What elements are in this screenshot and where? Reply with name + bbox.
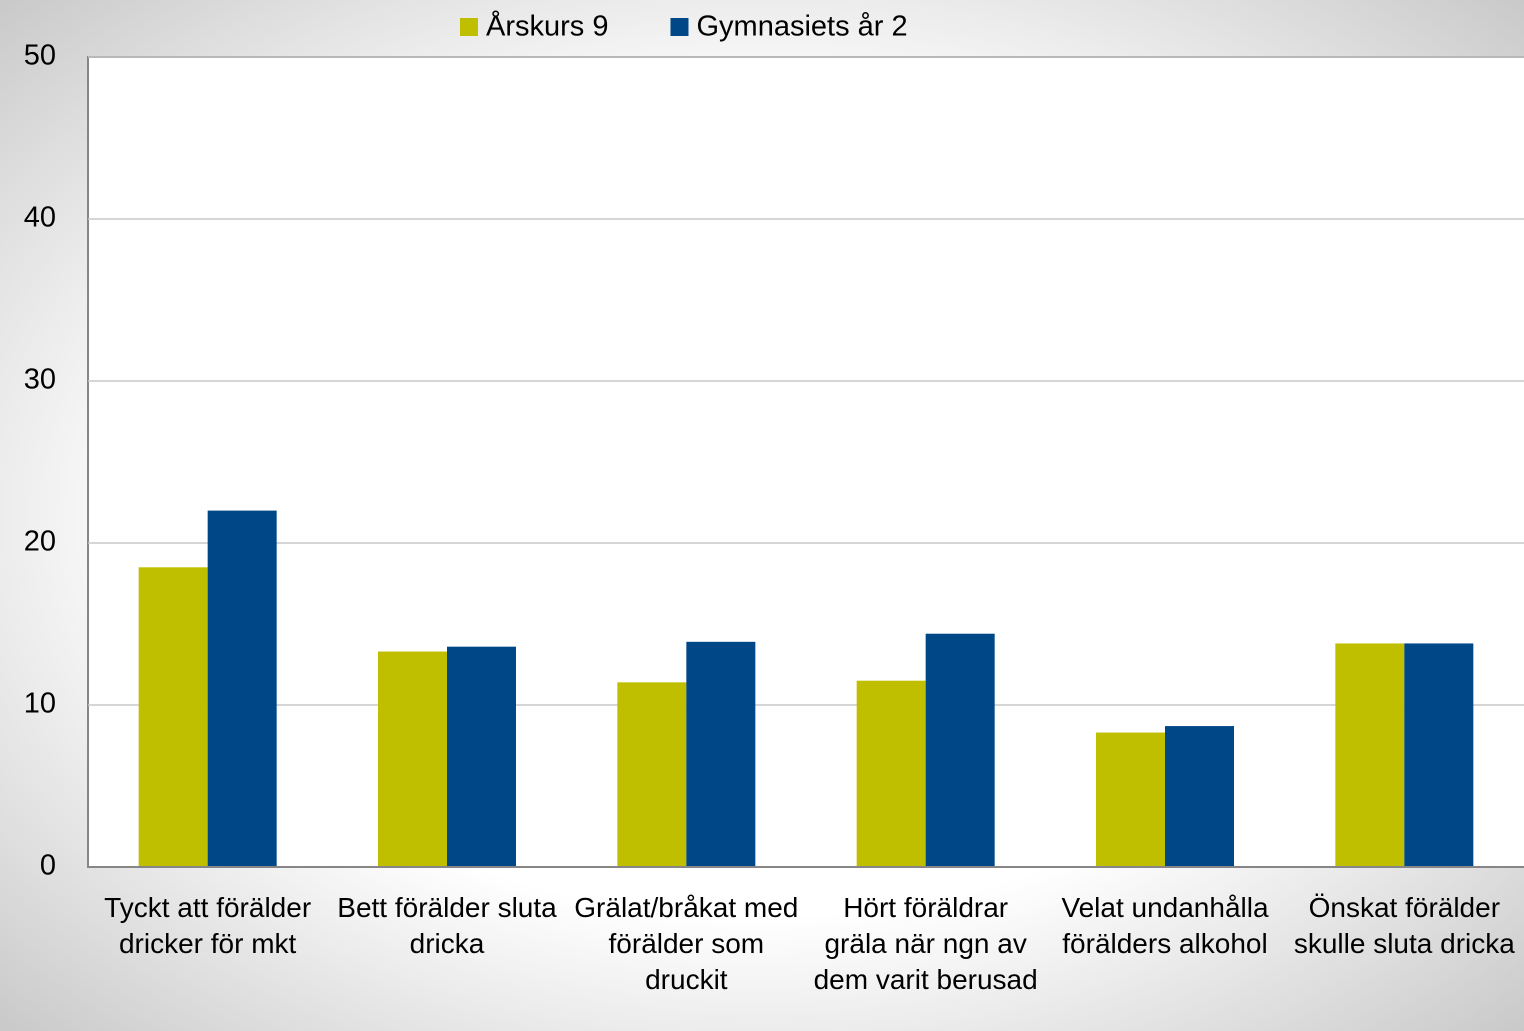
bar <box>617 682 687 867</box>
bar <box>925 633 995 867</box>
x-tick-label: Velat undanhålla förälders alkohol <box>1061 892 1269 959</box>
bar <box>856 680 926 867</box>
y-tick-label: 0 <box>40 850 56 882</box>
x-tick-label: Önskat förälder skulle sluta dricka <box>1293 892 1515 959</box>
bar <box>138 567 208 867</box>
bar <box>1165 726 1234 867</box>
y-tick-label: 50 <box>24 40 56 72</box>
legend-swatch <box>460 18 478 36</box>
bar <box>378 651 447 867</box>
bar <box>1096 732 1165 867</box>
bar <box>207 510 277 867</box>
y-tick-label: 40 <box>24 202 56 234</box>
y-tick-label: 10 <box>24 688 56 720</box>
bar <box>1335 643 1405 867</box>
legend-label: Årskurs 9 <box>486 10 608 43</box>
x-tick-label: Hört föräldrar gräla när ngn av dem vari… <box>813 892 1038 995</box>
plot-area <box>87 56 1524 868</box>
legend-swatch <box>670 18 689 36</box>
legend-label: Gymnasiets år 2 <box>696 11 907 43</box>
x-tick-label: Tyckt att förälder dricker för mkt <box>104 892 312 959</box>
y-tick-label: 30 <box>24 364 56 396</box>
bar <box>447 646 516 867</box>
x-tick-label: Bett förälder sluta dricka <box>337 892 557 959</box>
bar <box>686 641 756 867</box>
y-tick-label: 20 <box>24 526 56 558</box>
x-tick-label: Grälat/bråkat med förälder som druckit <box>574 892 799 995</box>
bar <box>1404 643 1474 867</box>
